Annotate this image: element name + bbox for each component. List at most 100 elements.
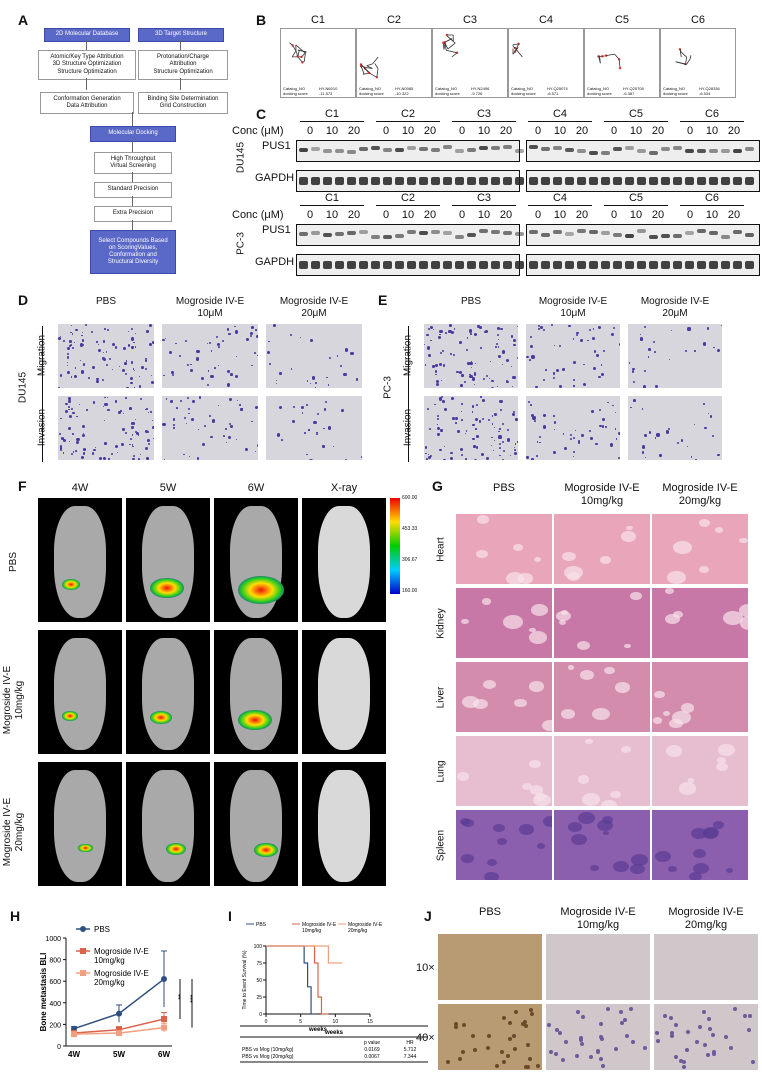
atom xyxy=(445,33,449,37)
cell-dot xyxy=(558,384,562,388)
panel-j-label: J xyxy=(424,908,432,924)
column-label: Mogroside IV-E 20mg/kg xyxy=(662,482,738,508)
cell-dot xyxy=(461,402,463,405)
cell-dot xyxy=(119,365,121,368)
x-tick-label: 4W xyxy=(68,1050,80,1059)
x-axis-label: weeks xyxy=(308,1027,328,1033)
cell-dot xyxy=(648,431,652,434)
compound-underline xyxy=(300,205,364,206)
cell-dot xyxy=(542,329,546,332)
band xyxy=(479,177,488,185)
cell-dot xyxy=(512,375,516,380)
cell-dot xyxy=(437,335,441,339)
band xyxy=(745,147,754,151)
cell-dot xyxy=(440,396,444,399)
nucleus xyxy=(555,1028,560,1033)
legend-label: PBS xyxy=(256,922,267,928)
cell-dot xyxy=(145,430,148,434)
molecule-drawing xyxy=(289,42,307,64)
cell-dot xyxy=(496,386,499,388)
nucleus xyxy=(625,1034,630,1039)
pus1-blot xyxy=(296,140,524,162)
cell-dot xyxy=(59,433,62,436)
score-label: docking score xyxy=(587,91,612,96)
cell-dot xyxy=(200,376,205,380)
band xyxy=(529,177,538,185)
band xyxy=(697,261,706,269)
cell-dot xyxy=(553,344,556,346)
compound-underline xyxy=(528,121,592,122)
cell-dot xyxy=(443,458,446,460)
column-label: 5W xyxy=(159,482,177,494)
band xyxy=(335,232,344,237)
mouse-body xyxy=(54,506,106,618)
cell-dot xyxy=(127,330,130,333)
cell-dot xyxy=(475,428,477,430)
band xyxy=(637,229,646,234)
band xyxy=(649,234,658,239)
bond xyxy=(606,53,615,57)
tissue-feature xyxy=(621,745,632,753)
cell-dot xyxy=(102,405,104,408)
x-tick-label: 6W xyxy=(158,1050,170,1059)
band xyxy=(709,148,718,153)
band xyxy=(601,230,610,235)
cell-dot xyxy=(471,405,474,408)
conc-label: 20 xyxy=(499,125,513,137)
band xyxy=(721,177,730,185)
cell-dot xyxy=(613,327,616,330)
cell-dot xyxy=(537,324,541,327)
band xyxy=(515,177,524,185)
column-label: Mogroside IV-E 10μM xyxy=(175,296,245,319)
band xyxy=(299,177,308,185)
band xyxy=(637,261,646,269)
arrow xyxy=(86,40,87,50)
cell-dot xyxy=(516,441,518,443)
tissue-feature xyxy=(715,762,728,772)
pc3-micrograph xyxy=(424,396,518,460)
cell-dot xyxy=(223,434,226,437)
cell-dot xyxy=(146,330,149,333)
cell-dot xyxy=(120,410,122,412)
survival-curve xyxy=(266,945,329,1015)
cell-dot xyxy=(147,411,149,413)
cell-dot xyxy=(493,439,496,442)
cell-dot xyxy=(531,355,535,359)
band xyxy=(359,147,368,152)
y-tick-label: 50 xyxy=(256,978,262,984)
cell-dot xyxy=(313,420,317,425)
tissue-feature xyxy=(529,628,536,633)
cell-dot xyxy=(607,401,609,404)
row-label: Lung xyxy=(435,760,447,783)
cell-dot xyxy=(201,442,206,446)
atom xyxy=(618,66,622,70)
cell-dot xyxy=(58,386,60,388)
mouse-body xyxy=(318,638,370,750)
nucleus xyxy=(599,1021,604,1026)
conc-label: 20 xyxy=(423,209,437,221)
conc-label: 0 xyxy=(610,209,618,221)
catalog-label: Catalog_NO xyxy=(511,86,534,91)
cell-dot xyxy=(68,400,71,403)
tissue-feature xyxy=(577,775,590,784)
cell-dot xyxy=(129,443,131,445)
band xyxy=(299,261,308,269)
cell-dot xyxy=(477,325,480,328)
cell-dot xyxy=(497,346,500,348)
cell-dot xyxy=(629,406,632,409)
compound-label: C1 xyxy=(310,14,326,26)
conc-label: 20 xyxy=(499,209,513,221)
cell-dot xyxy=(133,387,135,388)
cell-dot xyxy=(529,336,532,339)
cell-dot xyxy=(306,403,308,406)
band xyxy=(323,261,332,269)
cell-dot xyxy=(485,329,489,333)
compound-label: C1 xyxy=(324,192,340,204)
nucleus xyxy=(662,1014,667,1019)
bli-signal xyxy=(166,843,186,855)
cell-dot xyxy=(125,386,129,388)
cell-dot xyxy=(293,405,296,408)
nucleus xyxy=(728,1045,733,1050)
nucleus xyxy=(561,1058,566,1063)
cell-dot xyxy=(707,413,710,415)
